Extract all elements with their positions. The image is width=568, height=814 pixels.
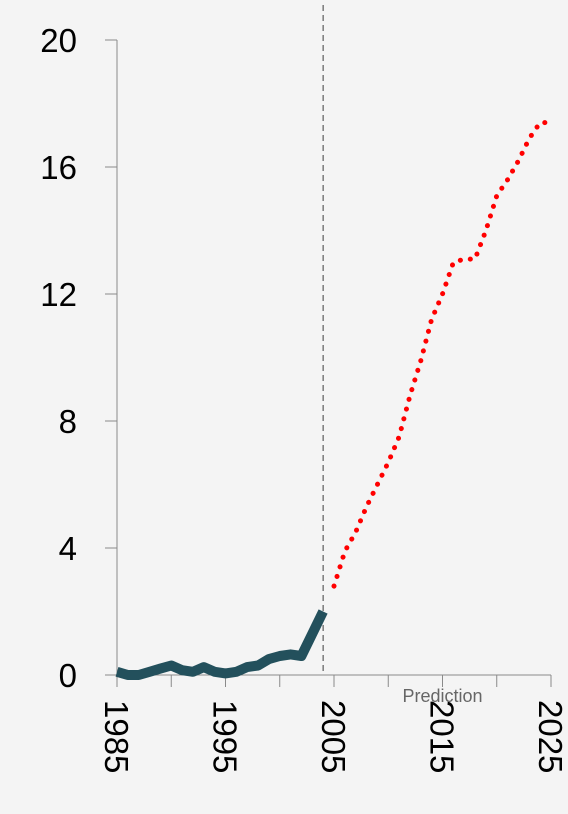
x-tick-label: 2015	[424, 700, 461, 773]
annotations: Prediction	[322, 5, 483, 706]
x-tick-label: 1985	[98, 700, 135, 773]
y-tick-label: 4	[59, 530, 77, 567]
x-tick-label: 2005	[315, 700, 352, 773]
y-tick-label: 20	[40, 22, 77, 59]
prediction-series-line	[331, 120, 554, 589]
y-tick-label: 16	[40, 149, 77, 186]
x-tick-label: 2025	[532, 700, 568, 773]
x-tick-label: 1995	[207, 700, 244, 773]
y-tick-label: 0	[59, 657, 77, 694]
observed-series-line	[115, 609, 328, 680]
prediction-label: Prediction	[402, 686, 482, 706]
series-group	[115, 120, 554, 680]
y-tick-label: 12	[40, 276, 77, 313]
axes: 0 4 8 12 16 20 1985 1995 2005 2015 2025	[40, 22, 568, 773]
y-tick-label: 8	[59, 403, 77, 440]
